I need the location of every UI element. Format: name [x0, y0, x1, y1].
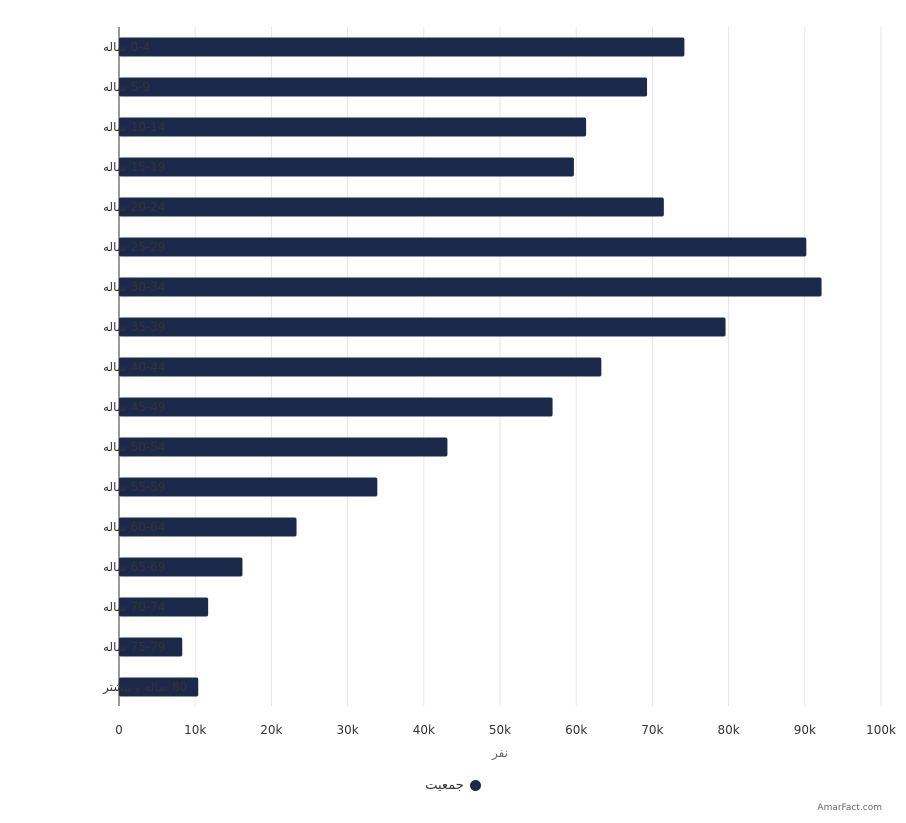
bar[interactable]	[119, 117, 587, 137]
category-label: 70-74 ساله	[103, 600, 166, 614]
category-label: 25-29 ساله	[103, 240, 166, 254]
bar[interactable]	[119, 397, 553, 417]
bar[interactable]	[119, 637, 183, 657]
bar[interactable]	[119, 37, 685, 57]
x-tick-label: 30k	[336, 723, 358, 737]
bar[interactable]	[119, 77, 648, 97]
category-label: 0-4 ساله	[103, 40, 150, 54]
credit-text: AmarFact.com	[817, 803, 882, 813]
bar[interactable]	[119, 197, 664, 217]
category-label: 10-14 ساله	[103, 120, 166, 134]
bar[interactable]	[119, 357, 602, 377]
category-label: 45-49 ساله	[103, 400, 166, 414]
x-tick-label: 40k	[413, 723, 435, 737]
bars	[119, 37, 822, 697]
category-label: 60-64 ساله	[103, 520, 166, 534]
legend-marker-icon	[469, 780, 481, 791]
legend-item[interactable]: جمعیت	[425, 778, 481, 793]
bar[interactable]	[119, 157, 574, 177]
bar[interactable]	[119, 277, 822, 297]
category-label: 5-9 ساله	[103, 80, 150, 94]
category-label: 20-24 ساله	[103, 200, 166, 214]
category-label: 15-19 ساله	[103, 160, 166, 174]
x-tick-label: 20k	[260, 723, 282, 737]
bar[interactable]	[119, 477, 378, 497]
category-label: 75-79 ساله	[103, 640, 166, 654]
bar[interactable]	[119, 517, 297, 537]
bar[interactable]	[119, 557, 243, 577]
bar[interactable]	[119, 597, 209, 617]
x-tick-label: 90k	[794, 723, 816, 737]
x-axis-title: نفر	[491, 746, 508, 761]
legend: جمعیت	[0, 778, 906, 795]
x-tick-label: 100k	[866, 723, 896, 737]
category-label: 65-69 ساله	[103, 560, 166, 574]
category-label: 35-39 ساله	[103, 320, 166, 334]
x-tick-labels: 0 10k 20k 30k 40k 50k 60k 70k 80k 90k 100k	[115, 723, 896, 737]
x-tick-label: 60k	[565, 723, 587, 737]
category-label: 50-54 ساله	[103, 440, 166, 454]
bar[interactable]	[119, 677, 199, 697]
x-tick-label: 10k	[184, 723, 206, 737]
category-label: 55-59 ساله	[103, 480, 166, 494]
bar[interactable]	[119, 317, 726, 337]
bar[interactable]	[119, 237, 807, 257]
legend-label: جمعیت	[425, 778, 464, 793]
x-tick-label: 0	[115, 723, 123, 737]
category-label: 30-34 ساله	[103, 280, 166, 294]
x-tick-label: 50k	[489, 723, 511, 737]
x-tick-label: 80k	[717, 723, 739, 737]
category-label: 40-44 ساله	[103, 360, 166, 374]
category-label: 80 ساله و بیشتر	[102, 680, 187, 695]
bar[interactable]	[119, 437, 448, 457]
x-tick-label: 70k	[641, 723, 663, 737]
